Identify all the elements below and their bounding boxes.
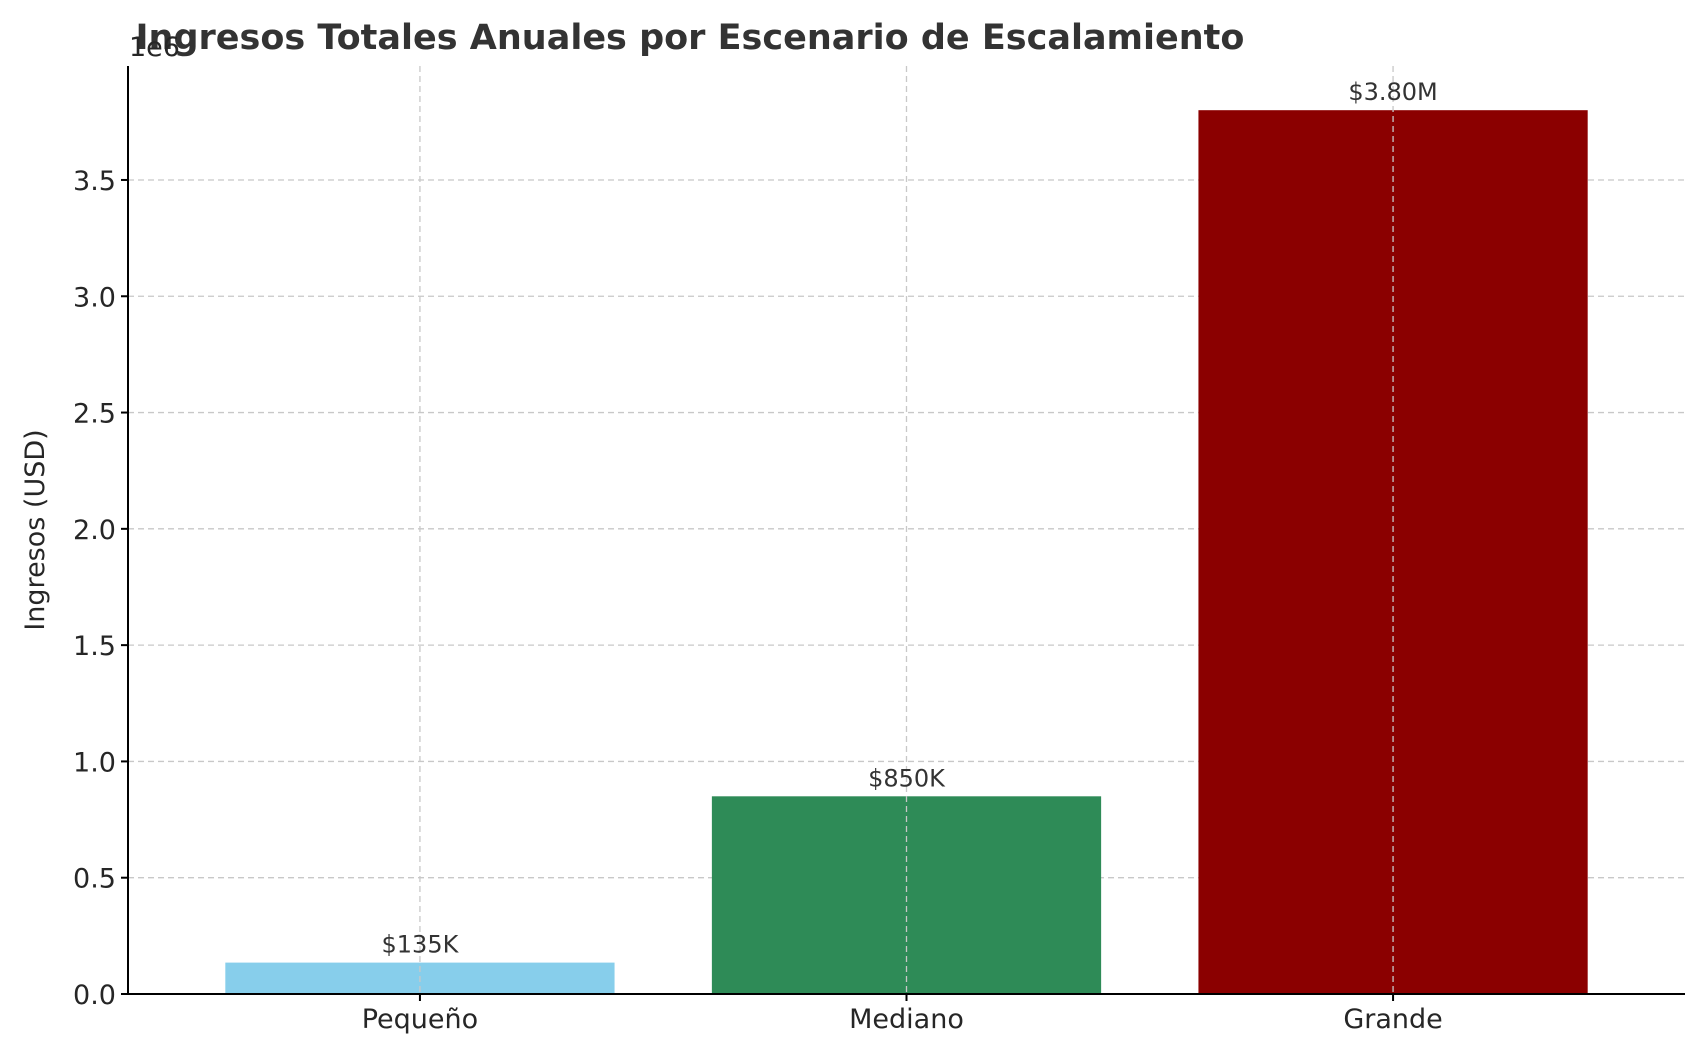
- y-axis-title: Ingresos (USD): [20, 429, 51, 630]
- y-tick-label: 0.0: [73, 980, 116, 1011]
- y-axis-offset-label: 1e6: [129, 32, 180, 63]
- y-tick-label: 3.0: [73, 282, 116, 313]
- y-tick-label: 1.0: [73, 747, 116, 778]
- x-tick-label: Grande: [1343, 1004, 1442, 1035]
- bar-value-label: $850K: [868, 764, 946, 792]
- labels: 0.0 0.5 1.0 1.5 2.0 2.5 3.0 3.5 $135K $850K $3.80M…: [73, 78, 1443, 1035]
- y-tick-label: 1.5: [73, 631, 116, 662]
- axes: [121, 66, 1685, 1001]
- y-tick-label: 2.0: [73, 515, 116, 546]
- bar-value-label: $135K: [382, 931, 460, 959]
- bar-value-label: $3.80M: [1348, 78, 1437, 106]
- x-grid-lines: [419, 66, 1394, 994]
- x-tick-label: Pequeño: [362, 1004, 478, 1035]
- chart-title: Ingresos Totales Anuales por Escenario d…: [136, 18, 1245, 58]
- y-tick-label: 0.5: [73, 864, 116, 895]
- bar: [711, 796, 1102, 994]
- y-tick-label: 3.5: [73, 166, 116, 197]
- x-tick-label: Mediano: [849, 1004, 964, 1035]
- y-tick-label: 2.5: [73, 399, 116, 430]
